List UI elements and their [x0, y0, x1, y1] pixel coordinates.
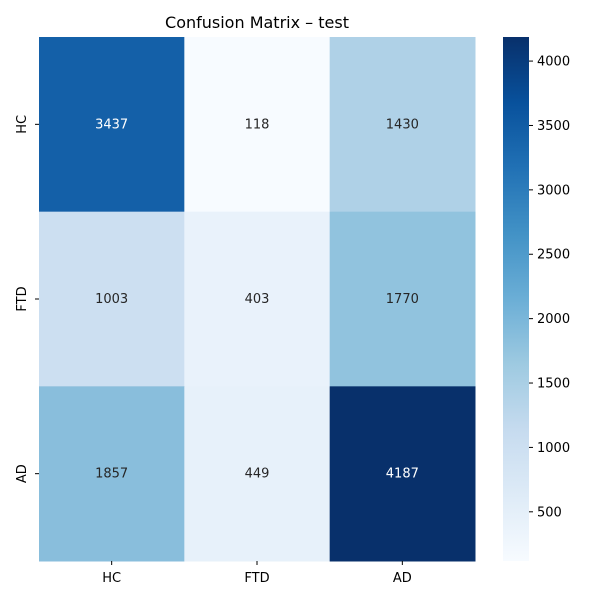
cell-value-label: 1430 [386, 117, 419, 132]
heatmap-cell [329, 211, 476, 387]
cell-value-label: 449 [245, 467, 270, 482]
y-tick-label: HC [15, 115, 30, 134]
y-axis-ticks: HC FTD AD [15, 115, 39, 483]
colorbar-tick-label: 2500 [537, 248, 570, 263]
colorbar-tick-label: 1500 [537, 377, 570, 392]
colorbar-tick-label: 500 [537, 505, 562, 520]
cell-value-label: 1770 [386, 292, 419, 307]
heatmap-cell [39, 37, 185, 213]
colorbar-tick-label: 3000 [537, 183, 570, 198]
x-tick-label: HC [102, 571, 121, 586]
colorbar: 500 1000 1500 2000 2500 3000 3500 4000 [503, 37, 570, 561]
cell-value-label: 3437 [95, 117, 128, 132]
heatmap-cell [184, 386, 331, 562]
x-axis-ticks: HC FTD AD [102, 561, 412, 586]
heatmap-cell [329, 37, 476, 213]
heatmap-cell [39, 386, 185, 562]
cell-value-label: 1003 [95, 292, 128, 307]
heatmap-cell [39, 211, 185, 387]
cell-value-label: 403 [245, 292, 270, 307]
heatmap-cells: 3437 118 1430 1003 403 1770 1857 449 4187 [39, 37, 476, 562]
cell-value-label: 118 [245, 117, 270, 132]
cell-value-label: 1857 [95, 467, 128, 482]
colorbar-tick-label: 3500 [537, 119, 570, 134]
cell-value-label: 4187 [386, 467, 419, 482]
y-tick-label: AD [15, 464, 30, 483]
heatmap-cell [184, 211, 331, 387]
x-tick-label: AD [393, 571, 412, 586]
colorbar-tick-label: 4000 [537, 55, 570, 70]
y-tick-label: FTD [15, 286, 30, 311]
colorbar-tick-label: 1000 [537, 441, 570, 456]
chart-title: Confusion Matrix – test [165, 13, 349, 32]
heatmap-cell [184, 37, 331, 213]
colorbar-gradient [503, 37, 529, 561]
colorbar-tick-label: 2000 [537, 312, 570, 327]
heatmap-cell [329, 386, 476, 562]
x-tick-label: FTD [244, 571, 269, 586]
